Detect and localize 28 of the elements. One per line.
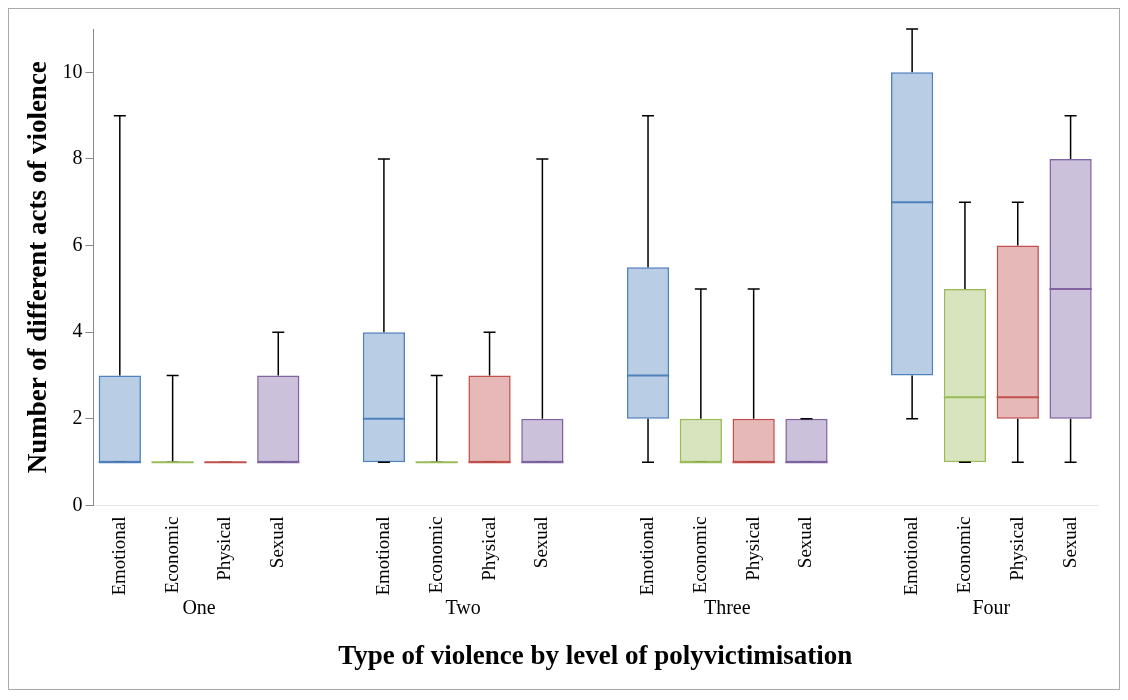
- x-tick-label: Economic: [952, 516, 974, 594]
- x-tick-label: Physical: [1005, 516, 1027, 581]
- x-tick-label: Emotional: [107, 516, 129, 596]
- x-tick-label: Sexual: [530, 516, 552, 569]
- x-tick-label: Economic: [160, 516, 182, 594]
- x-tick-label: Physical: [741, 516, 763, 581]
- x-tick-label: Economic: [688, 516, 710, 594]
- x-axis-title: Type of violence by level of polyvictimisation: [338, 639, 853, 670]
- text: Three: [703, 596, 751, 619]
- y-tick-label: 2: [72, 406, 83, 429]
- text: One: [182, 596, 216, 619]
- y-tick-label: 10: [62, 59, 83, 82]
- x-tick-label: Physical: [213, 516, 235, 581]
- x-tick-label: Physical: [477, 516, 499, 581]
- x-tick-label: Sexual: [1058, 516, 1080, 569]
- y-axis-title: Number of different acts of violence: [22, 61, 53, 474]
- x-tick-label: Economic: [424, 516, 446, 594]
- y-tick-label: 0: [72, 492, 83, 515]
- x-tick-label: Emotional: [636, 516, 658, 596]
- text: Four: [972, 596, 1011, 619]
- y-tick-label: 4: [72, 319, 83, 342]
- text: Two: [445, 596, 481, 619]
- x-tick-label: Sexual: [794, 516, 816, 569]
- x-tick-label: Emotional: [900, 516, 922, 596]
- y-tick-label: 6: [72, 232, 83, 255]
- y-tick-label: 8: [72, 146, 83, 169]
- x-tick-label: Emotional: [371, 516, 393, 596]
- x-tick-label: Sexual: [266, 516, 288, 569]
